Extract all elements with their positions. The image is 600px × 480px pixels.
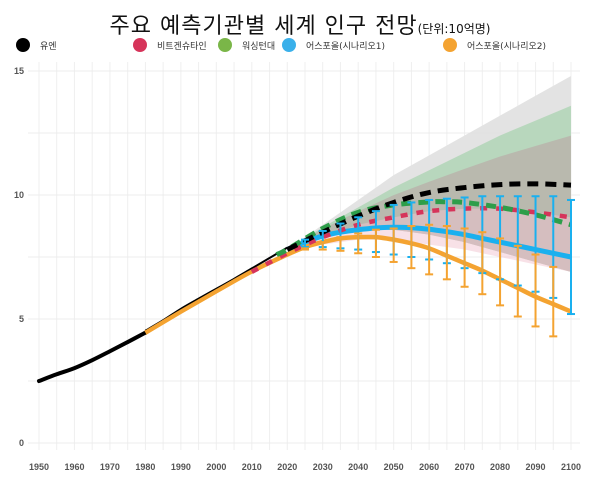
- legend-item-un: 유엔: [16, 38, 57, 52]
- y-tick-label: 0: [19, 438, 24, 448]
- e4a2-historical-line-top: [144, 252, 289, 335]
- legend-item-e4a1: 어스포올(시나리오1): [282, 38, 385, 52]
- x-tick-label: 2080: [490, 462, 510, 472]
- y-tick-label: 15: [14, 66, 24, 76]
- x-tick-label: 1950: [29, 462, 49, 472]
- legend: 유엔 비트겐슈타인 워싱턴대 어스포올(시나리오1) 어스포올(시나리오2): [0, 38, 600, 56]
- tick-labels: 1950 1960 1970 1980 1990 2000 2010 2020 2030 2040…: [14, 66, 581, 472]
- x-tick-label: 2050: [384, 462, 404, 472]
- legend-dot-icon: [218, 38, 232, 52]
- legend-label: 어스포올(시나리오1): [306, 41, 385, 52]
- legend-label: 비트겐슈타인: [157, 41, 207, 52]
- x-tick-label: 2010: [242, 462, 262, 472]
- x-tick-label: 2070: [455, 462, 475, 472]
- legend-item-wittgenstein: 비트겐슈타인: [133, 38, 207, 52]
- x-tick-label: 1960: [64, 462, 84, 472]
- un-projection-line: [286, 181, 572, 252]
- x-tick-label: 2090: [526, 462, 546, 472]
- legend-item-ihme: 워싱턴대: [218, 38, 275, 52]
- legend-label: 워싱턴대: [242, 41, 276, 52]
- legend-item-e4a2: 어스포올(시나리오2): [443, 38, 546, 52]
- legend-dot-icon: [133, 38, 147, 52]
- x-tick-label: 2000: [206, 462, 226, 472]
- legend-dot-icon: [282, 38, 296, 52]
- legend-dot-icon: [16, 38, 30, 52]
- x-tick-label: 2020: [277, 462, 297, 472]
- chart-title-unit: (단위:10억명): [417, 22, 491, 36]
- x-tick-label: 2040: [348, 462, 368, 472]
- x-tick-label: 2060: [419, 462, 439, 472]
- chart-title-main: 주요 예측기관별 세계 인구 전망: [109, 14, 418, 39]
- legend-label: 어스포올(시나리오2): [467, 41, 546, 52]
- legend-dot-icon: [443, 38, 457, 52]
- x-tick-label: 1980: [135, 462, 155, 472]
- chart-title: 주요 예측기관별 세계 인구 전망(단위:10억명): [0, 8, 600, 40]
- x-tick-label: 2100: [561, 462, 581, 472]
- x-tick-label: 2030: [313, 462, 333, 472]
- legend-label: 유엔: [40, 41, 57, 52]
- y-tick-label: 5: [19, 314, 24, 324]
- error-bars: [301, 195, 575, 338]
- y-tick-label: 10: [14, 190, 24, 200]
- x-tick-label: 1990: [171, 462, 191, 472]
- un-historical-line: [37, 330, 148, 383]
- x-tick-label: 1970: [100, 462, 120, 472]
